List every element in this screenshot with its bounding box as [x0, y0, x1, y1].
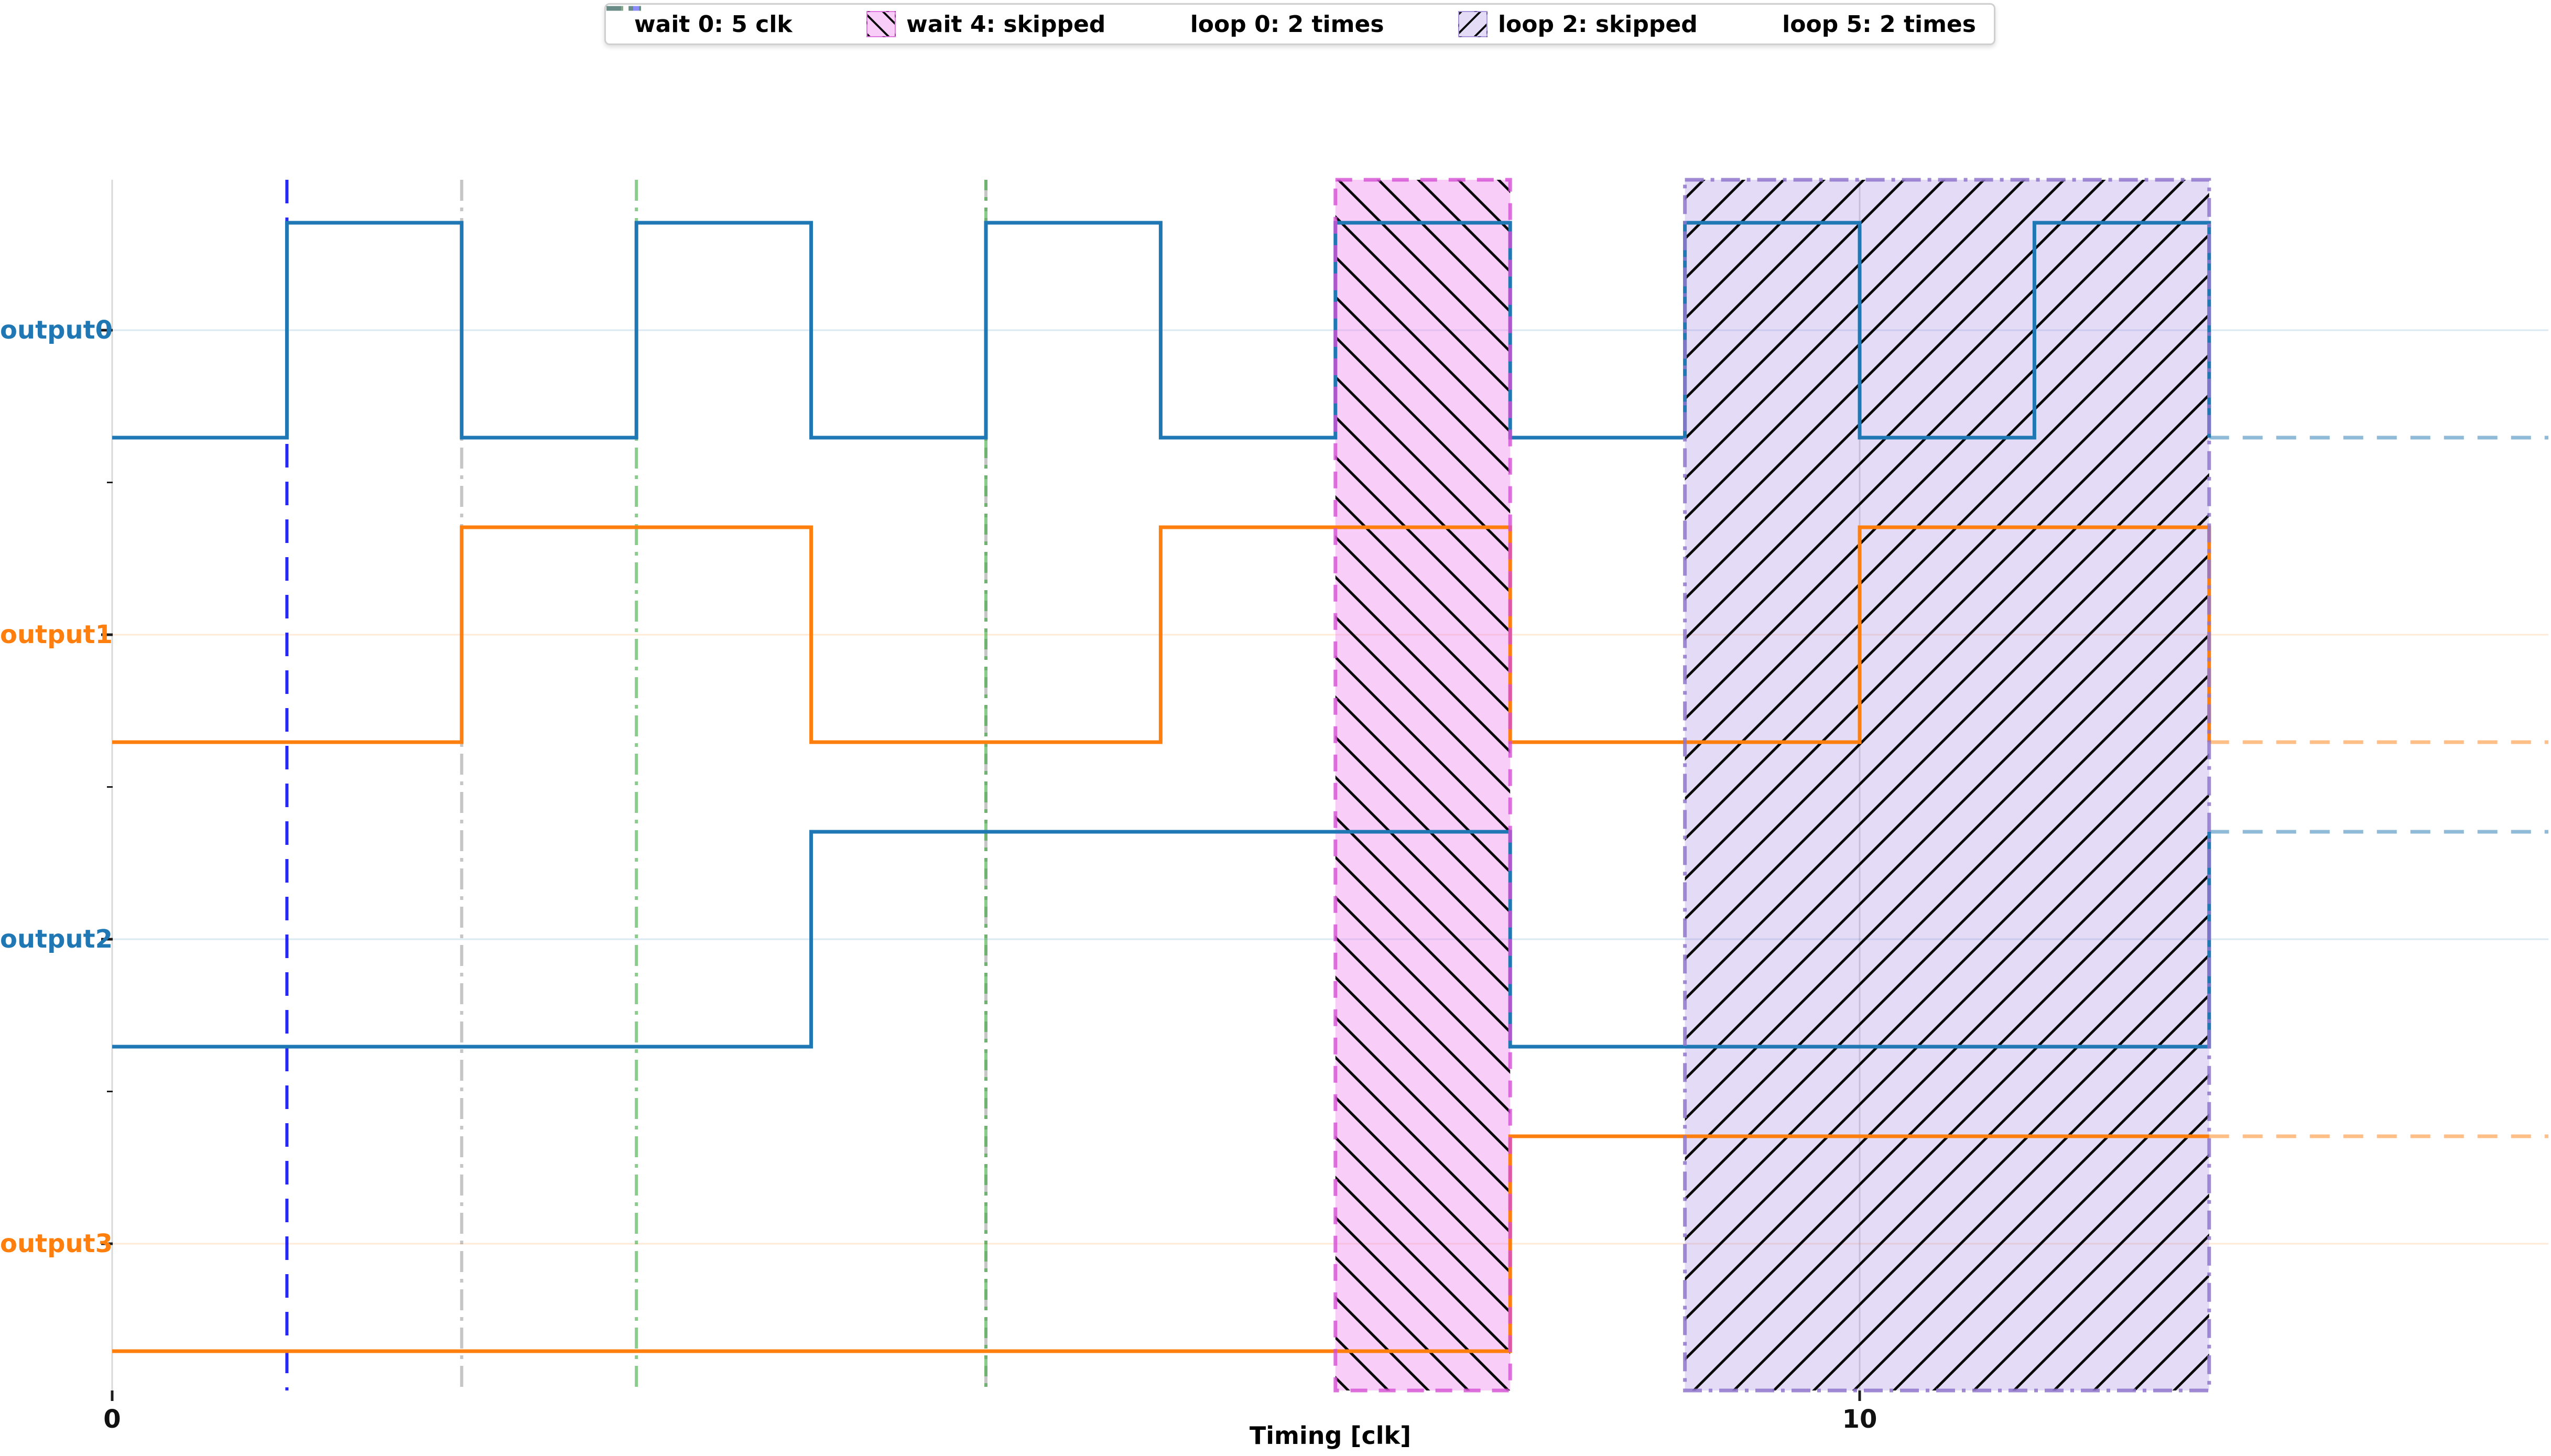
span-wait4-skipped — [1335, 180, 1511, 1390]
legend-item-loop2: loop 2: skipped — [1458, 11, 1698, 38]
axis-ticks — [101, 329, 1861, 1401]
legend-label: loop 5: 2 times — [1782, 10, 1976, 38]
legend-label: wait 4: skipped — [906, 10, 1106, 38]
legend-item-wait4: wait 4: skipped — [866, 11, 1105, 38]
legend-label: wait 0: 5 clk — [634, 10, 793, 38]
y-tick-label-output0: output0 — [0, 316, 113, 345]
y-tick-label-output3: output3 — [0, 1229, 113, 1258]
legend-label: loop 2: skipped — [1497, 10, 1698, 38]
hatched-patch-swatch-icon — [1458, 11, 1488, 37]
signal-output1 — [112, 525, 2548, 744]
x-axis-label: Timing [clk] — [1249, 1421, 1412, 1450]
x-tick-label-10: 10 — [1842, 1405, 1877, 1434]
legend-item-loop5: loop 5: 2 times — [606, 6, 1976, 38]
signal-output0 — [112, 221, 2548, 440]
y-tick-label-output2: output2 — [0, 925, 113, 954]
legend-item-wait0: wait 0: 5 clk — [606, 6, 793, 38]
legend-item-loop0: loop 0: 2 times — [606, 6, 1384, 38]
hatched-patch-swatch-icon — [866, 11, 896, 37]
span-edge — [1683, 178, 2211, 1393]
span-loop2-skipped — [1685, 180, 2209, 1390]
y-tick-label-output1: output1 — [0, 620, 113, 649]
span-edge — [1333, 178, 1512, 1393]
legend-label: loop 0: 2 times — [1190, 10, 1384, 38]
legend: wait 0: 5 clk wait 4: skipped loop 0: 2 … — [604, 3, 1995, 45]
signal-output3 — [112, 1134, 2548, 1353]
x-tick-label-0: 0 — [103, 1405, 121, 1434]
